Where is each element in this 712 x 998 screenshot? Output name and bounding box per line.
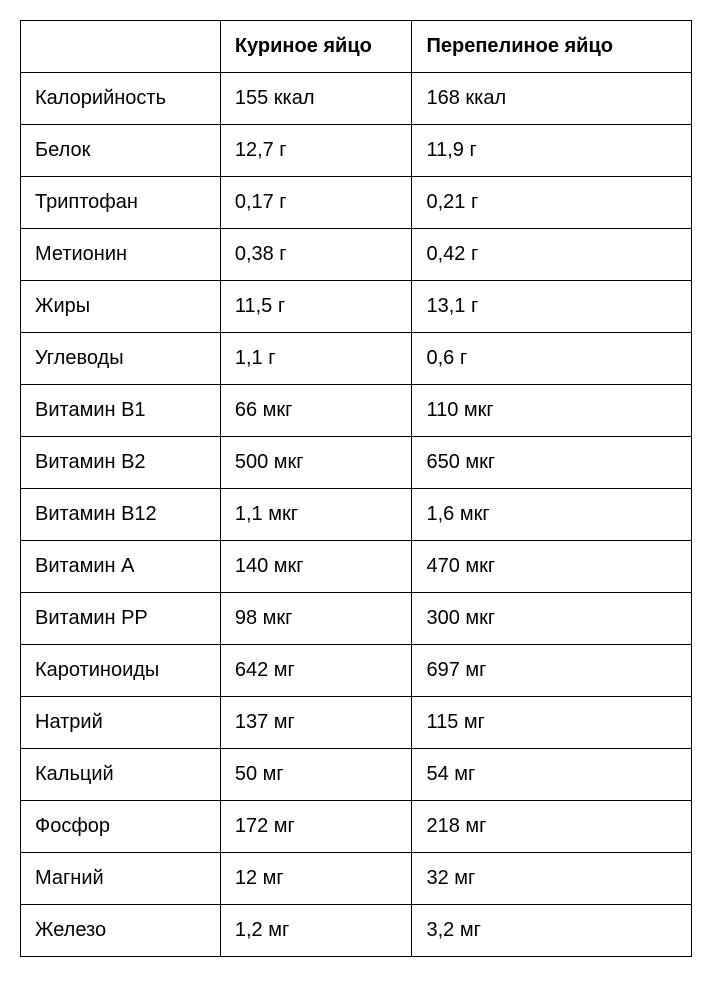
table-row: Кальций 50 мг 54 мг (21, 749, 692, 801)
row-value-quail: 168 ккал (412, 73, 692, 125)
row-value-quail: 470 мкг (412, 541, 692, 593)
row-label: Витамин РР (21, 593, 221, 645)
row-value-chicken: 50 мг (220, 749, 412, 801)
row-label: Витамин В2 (21, 437, 221, 489)
table-row: Калорийность 155 ккал 168 ккал (21, 73, 692, 125)
row-label: Витамин В12 (21, 489, 221, 541)
row-label: Метионин (21, 229, 221, 281)
row-value-chicken: 500 мкг (220, 437, 412, 489)
table-row: Триптофан 0,17 г 0,21 г (21, 177, 692, 229)
header-chicken-egg: Куриное яйцо (220, 21, 412, 73)
row-value-quail: 3,2 мг (412, 905, 692, 957)
row-value-quail: 110 мкг (412, 385, 692, 437)
row-label: Жиры (21, 281, 221, 333)
table-row: Железо 1,2 мг 3,2 мг (21, 905, 692, 957)
row-value-chicken: 1,2 мг (220, 905, 412, 957)
table-header-row: Куриное яйцо Перепелиное яйцо (21, 21, 692, 73)
table-body: Калорийность 155 ккал 168 ккал Белок 12,… (21, 73, 692, 957)
row-value-chicken: 98 мкг (220, 593, 412, 645)
row-value-chicken: 155 ккал (220, 73, 412, 125)
row-value-chicken: 0,17 г (220, 177, 412, 229)
row-value-chicken: 642 мг (220, 645, 412, 697)
header-empty (21, 21, 221, 73)
table-row: Магний 12 мг 32 мг (21, 853, 692, 905)
row-value-chicken: 1,1 г (220, 333, 412, 385)
row-label: Триптофан (21, 177, 221, 229)
row-value-chicken: 172 мг (220, 801, 412, 853)
row-value-quail: 54 мг (412, 749, 692, 801)
row-value-chicken: 0,38 г (220, 229, 412, 281)
row-value-quail: 1,6 мкг (412, 489, 692, 541)
row-label: Кальций (21, 749, 221, 801)
row-label: Витамин А (21, 541, 221, 593)
row-value-chicken: 140 мкг (220, 541, 412, 593)
table-row: Витамин В1 66 мкг 110 мкг (21, 385, 692, 437)
row-label: Железо (21, 905, 221, 957)
row-label: Магний (21, 853, 221, 905)
row-value-quail: 13,1 г (412, 281, 692, 333)
row-label: Натрий (21, 697, 221, 749)
row-value-chicken: 12,7 г (220, 125, 412, 177)
table-row: Фосфор 172 мг 218 мг (21, 801, 692, 853)
table-row: Углеводы 1,1 г 0,6 г (21, 333, 692, 385)
table-row: Каротиноиды 642 мг 697 мг (21, 645, 692, 697)
row-label: Углеводы (21, 333, 221, 385)
row-value-quail: 650 мкг (412, 437, 692, 489)
header-quail-egg: Перепелиное яйцо (412, 21, 692, 73)
row-value-quail: 300 мкг (412, 593, 692, 645)
nutrition-comparison-table: Куриное яйцо Перепелиное яйцо Калорийнос… (20, 20, 692, 957)
row-label: Калорийность (21, 73, 221, 125)
row-value-chicken: 137 мг (220, 697, 412, 749)
table-row: Витамин А 140 мкг 470 мкг (21, 541, 692, 593)
row-value-quail: 0,21 г (412, 177, 692, 229)
row-label: Фосфор (21, 801, 221, 853)
table-row: Витамин РР 98 мкг 300 мкг (21, 593, 692, 645)
row-value-quail: 0,42 г (412, 229, 692, 281)
row-value-quail: 115 мг (412, 697, 692, 749)
row-value-chicken: 11,5 г (220, 281, 412, 333)
table-row: Натрий 137 мг 115 мг (21, 697, 692, 749)
row-value-quail: 697 мг (412, 645, 692, 697)
table-row: Жиры 11,5 г 13,1 г (21, 281, 692, 333)
row-label: Белок (21, 125, 221, 177)
row-label: Витамин В1 (21, 385, 221, 437)
row-value-quail: 218 мг (412, 801, 692, 853)
row-value-chicken: 66 мкг (220, 385, 412, 437)
row-value-chicken: 1,1 мкг (220, 489, 412, 541)
row-value-quail: 32 мг (412, 853, 692, 905)
row-value-quail: 0,6 г (412, 333, 692, 385)
row-value-quail: 11,9 г (412, 125, 692, 177)
row-value-chicken: 12 мг (220, 853, 412, 905)
table-row: Белок 12,7 г 11,9 г (21, 125, 692, 177)
table-row: Метионин 0,38 г 0,42 г (21, 229, 692, 281)
table-row: Витамин В2 500 мкг 650 мкг (21, 437, 692, 489)
table-row: Витамин В12 1,1 мкг 1,6 мкг (21, 489, 692, 541)
row-label: Каротиноиды (21, 645, 221, 697)
